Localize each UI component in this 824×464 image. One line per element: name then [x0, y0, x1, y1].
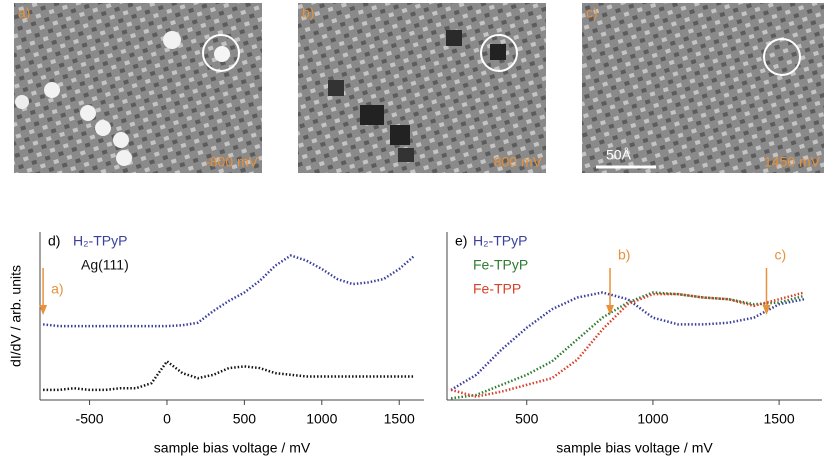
- annotation-label: a): [51, 281, 63, 297]
- bias-label: 800 mV: [494, 154, 543, 170]
- molecule: [328, 80, 344, 96]
- legend-entry: Ag(111): [81, 257, 129, 273]
- legend-entry: H₂-TPyP: [73, 233, 127, 249]
- molecule: [15, 95, 29, 109]
- data-line: [450, 291, 805, 398]
- molecule: [163, 31, 181, 49]
- annotation-label: b): [618, 247, 630, 263]
- image-a: a) -800 mV: [14, 3, 262, 173]
- annotation-arrowhead: [39, 305, 48, 315]
- image-label: b): [302, 5, 314, 21]
- legend-entry: H₂-TPyP: [473, 233, 527, 249]
- molecule: [95, 120, 111, 136]
- bias-label: 1450 mV: [764, 154, 821, 170]
- x-tick-label: 1500: [384, 411, 415, 427]
- x-tick-label: 1000: [306, 411, 337, 427]
- image-label: a): [18, 5, 30, 21]
- molecule: [446, 30, 462, 46]
- molecule: [116, 150, 132, 166]
- annotation-arrowhead: [762, 305, 771, 315]
- legend-entry: Fe-TPyP: [473, 257, 528, 273]
- panel-label: e): [455, 233, 467, 249]
- image-label: c): [586, 5, 598, 21]
- image-c: 50Å c) 1450 mV: [582, 3, 824, 173]
- x-axis-label: sample bias voltage / mV: [556, 440, 713, 456]
- marker-circle: [480, 34, 518, 72]
- x-tick-label: -500: [76, 411, 104, 427]
- data-line: [42, 254, 416, 328]
- marker-circle: [763, 38, 801, 76]
- y-axis-label: dI/dV / arb. units: [8, 265, 24, 367]
- bias-label: -800 mV: [205, 154, 259, 170]
- annotation-label: c): [774, 247, 786, 263]
- x-tick-label: 500: [233, 411, 257, 427]
- annotation-arrowhead: [606, 305, 615, 315]
- molecule: [360, 105, 384, 125]
- data-line: [43, 359, 415, 392]
- molecule: [490, 44, 506, 60]
- molecule: [44, 82, 60, 98]
- legend-entry: Fe-TPP: [473, 281, 521, 297]
- x-tick-label: 1500: [764, 411, 795, 427]
- panel-label: d): [48, 233, 60, 249]
- scale-bar-label: 50Å: [606, 147, 632, 163]
- x-tick-label: 1000: [637, 411, 668, 427]
- stm-image: [582, 3, 824, 173]
- data-line: [450, 291, 805, 400]
- molecule: [80, 105, 96, 121]
- molecule: [113, 132, 129, 148]
- molecule: [390, 125, 410, 145]
- x-tick-label: 0: [163, 411, 171, 427]
- molecule: [398, 148, 414, 162]
- x-tick-label: 500: [515, 411, 539, 427]
- image-b: b) 800 mV: [298, 3, 546, 173]
- molecule: [214, 46, 230, 62]
- data-line: [450, 291, 805, 391]
- x-axis-label: sample bias voltage / mV: [154, 440, 311, 456]
- marker-circle: [202, 34, 240, 72]
